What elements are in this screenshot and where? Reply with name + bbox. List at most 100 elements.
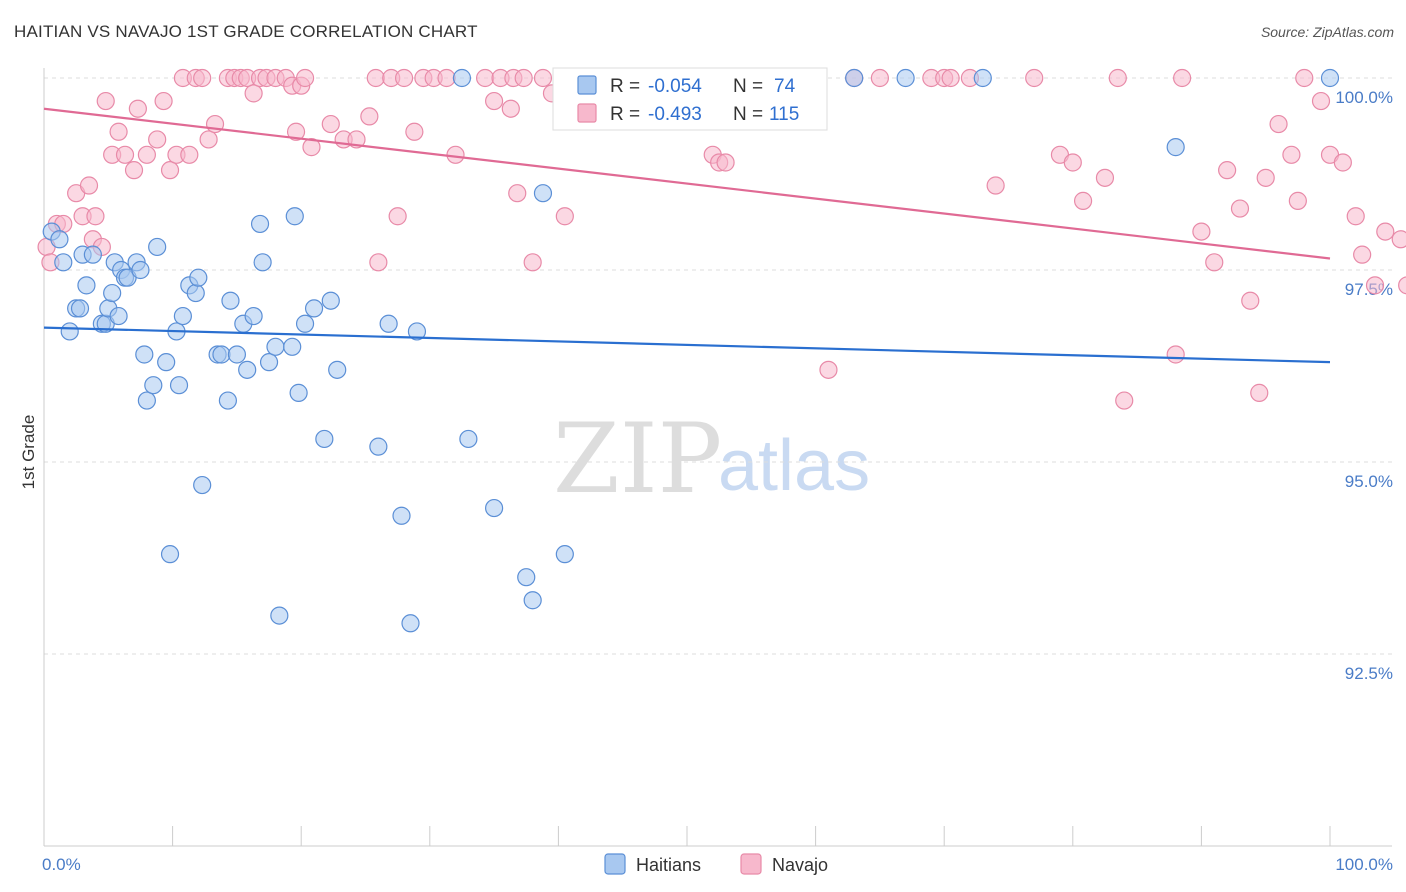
navajo-point (1025, 68, 1044, 88)
legend-swatch-navajo (577, 103, 597, 123)
navajo-point (96, 91, 115, 111)
haitians-trend-line (43, 326, 1331, 364)
haitians-point (295, 314, 315, 333)
navajo-point (137, 145, 156, 164)
haitians-point (485, 498, 504, 518)
navajo-point (79, 176, 99, 195)
haitians-point (83, 245, 102, 264)
haitians-point (270, 606, 289, 625)
navajo-point (128, 99, 147, 118)
navajo-point (199, 130, 218, 149)
haitians-point (896, 68, 915, 88)
haitians-point (321, 291, 340, 310)
haitians-points (42, 68, 1340, 633)
navajo-point (1108, 68, 1127, 88)
bottom-legend: Haitians Navajo (604, 853, 828, 875)
axes: 92.5%95.0%97.5%100.0%0.0%100.0%1st Grade (19, 68, 1393, 874)
haitians-point (259, 353, 279, 372)
chart-title: HAITIAN VS NAVAJO 1ST GRADE CORRELATION … (14, 22, 478, 41)
haitians-point (227, 345, 246, 364)
navajo-point (1365, 276, 1385, 295)
navajo-point (533, 68, 553, 88)
legend-r-label-navajo: R = (610, 104, 640, 125)
haitians-point (973, 68, 992, 88)
haitians-point (50, 230, 69, 249)
haitians-point (523, 591, 542, 610)
legend-swatch-haitians (577, 75, 597, 95)
navajo-points (37, 68, 1406, 410)
haitians-point (459, 429, 478, 449)
navajo-point (941, 68, 960, 88)
navajo-point (1241, 291, 1260, 310)
haitians-point (401, 614, 420, 633)
navajo-point (295, 68, 315, 88)
navajo-point (1073, 191, 1093, 210)
haitians-point (555, 545, 574, 564)
haitians-point (285, 207, 304, 226)
haitians-point (266, 337, 285, 356)
navajo-point (485, 91, 504, 111)
haitians-point (103, 283, 122, 303)
navajo-point (437, 68, 456, 88)
navajo-point (360, 107, 379, 126)
navajo-point (1295, 68, 1314, 88)
navajo-point (1256, 168, 1275, 187)
trend-lines (43, 107, 1331, 364)
haitians-point (212, 345, 231, 364)
navajo-point (986, 176, 1005, 195)
navajo-point (555, 207, 574, 226)
haitians-point (70, 299, 90, 318)
legend-box (552, 67, 828, 131)
navajo-point (716, 153, 735, 172)
navajo-point (514, 68, 533, 88)
haitians-point (1320, 68, 1340, 88)
haitians-point (369, 437, 388, 456)
haitians-point (244, 306, 263, 326)
haitians-point (169, 376, 189, 395)
haitians-point (189, 268, 208, 287)
navajo-point (1398, 276, 1406, 295)
haitians-point (193, 475, 212, 495)
haitians-point (137, 391, 156, 410)
haitians-point (148, 237, 167, 257)
legend-n-label-navajo: N = (733, 104, 763, 125)
haitians-point (407, 322, 427, 341)
navajo-point (109, 122, 128, 141)
haitians-point (157, 353, 176, 372)
navajo-trend-line (43, 107, 1331, 260)
bottom-legend-swatch-navajo (740, 853, 762, 875)
legend-n-value-navajo: 115 (769, 104, 799, 125)
navajo-point (148, 130, 167, 149)
haitians-point (392, 506, 411, 525)
y-tick-label: 95.0% (1345, 472, 1393, 491)
source-label: Source: ZipAtlas.com (1260, 24, 1394, 40)
y-tick-label: 92.5% (1345, 664, 1393, 683)
y-tick-label: 100.0% (1335, 88, 1393, 107)
navajo-point (523, 253, 542, 272)
navajo-point (193, 68, 212, 88)
watermark: ZIP atlas (553, 403, 870, 515)
legend-r-value-haitians: -0.054 (648, 76, 702, 97)
navajo-point (1269, 114, 1288, 134)
haitians-point (60, 322, 79, 341)
haitians-point (315, 429, 334, 449)
haitians-point (328, 360, 347, 379)
navajo-point (1115, 391, 1134, 410)
navajo-point (1230, 199, 1250, 218)
haitians-point (173, 306, 192, 326)
navajo-point (1311, 91, 1331, 111)
navajo-point (819, 360, 838, 379)
x-tick-label: 0.0% (42, 855, 81, 874)
navajo-point (1218, 161, 1237, 180)
haitians-point (253, 253, 272, 272)
haitians-point (283, 337, 302, 356)
navajo-point (388, 207, 407, 226)
navajo-point (1192, 222, 1211, 241)
navajo-point (1391, 230, 1406, 249)
navajo-point (1353, 245, 1372, 264)
legend-n-label-haitians: N = (733, 76, 763, 97)
haitians-point (186, 283, 205, 303)
navajo-point (160, 161, 180, 180)
navajo-point (1282, 145, 1301, 164)
